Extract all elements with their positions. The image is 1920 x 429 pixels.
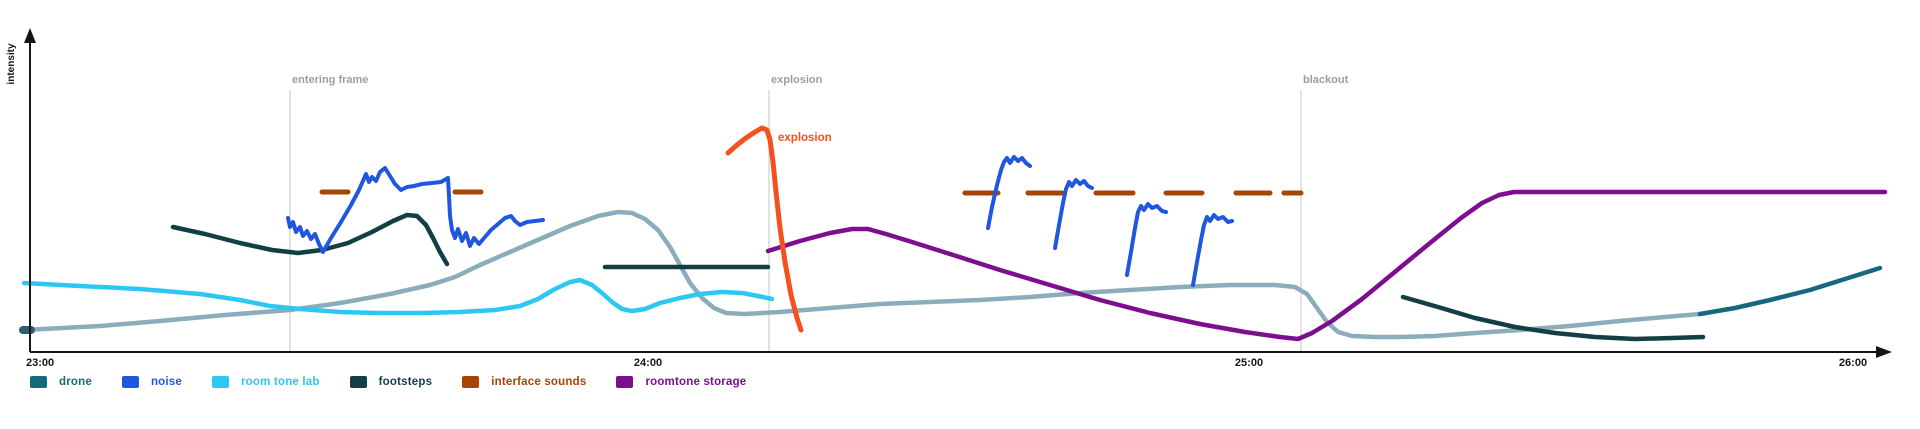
legend-label: footsteps <box>378 376 433 388</box>
legend-item-drone: drone <box>30 376 92 388</box>
legend-item-room-tone-lab: room tone lab <box>212 376 320 388</box>
series-noise-segment-0 <box>286 166 545 254</box>
legend-swatch <box>30 376 47 388</box>
legend-swatch <box>616 376 634 388</box>
marker-label-entering-frame: entering frame <box>292 74 368 86</box>
series-roomtone-storage-segment-0 <box>765 189 1888 342</box>
explosion-annotation: explosion <box>778 132 832 144</box>
legend-item-noise: noise <box>121 376 182 388</box>
x-tick-label-2500: 25:00 <box>1235 357 1263 369</box>
legend-label: roomtone storage <box>645 376 747 388</box>
marker-label-blackout: blackout <box>1303 74 1349 86</box>
x-tick-label-2600: 26:00 <box>1839 357 1867 369</box>
legend-label: noise <box>150 376 182 388</box>
legend-swatch <box>212 376 229 388</box>
legend-swatch <box>349 376 367 388</box>
x-tick-label-2300: 23:00 <box>26 357 54 369</box>
legend: drone noise room tone lab footsteps interfac… <box>30 376 746 388</box>
series-drone-segment-0 <box>22 209 1703 340</box>
marker-label-explosion: explosion <box>771 74 823 86</box>
y-axis-arrowhead <box>24 28 36 43</box>
series-drone-segment-1 <box>1697 265 1883 317</box>
legend-label: interface sounds <box>491 376 587 388</box>
series-noise-segment-3 <box>1125 202 1168 277</box>
series-room-tone-lab-segment-0 <box>21 277 775 316</box>
legend-item-footsteps: footsteps <box>349 376 433 388</box>
legend-label: drone <box>59 376 92 388</box>
series-footsteps-segment-2 <box>1400 294 1706 342</box>
series-noise-segment-2 <box>1053 178 1094 250</box>
legend-item-roomtone-storage: roomtone storage <box>616 376 746 388</box>
legend-label: room tone lab <box>241 376 320 388</box>
y-axis-label: intensity <box>6 43 17 85</box>
series-noise-segment-1 <box>986 155 1032 230</box>
legend-item-interface-sounds: interface sounds <box>462 376 586 388</box>
x-tick-label-2400: 24:00 <box>634 357 662 369</box>
series-noise-segment-4 <box>1191 213 1234 287</box>
legend-swatch <box>462 376 480 388</box>
x-axis-arrowhead <box>1876 346 1892 358</box>
series-footsteps-segment-0 <box>170 212 450 267</box>
series-explosion-segment-0 <box>725 125 804 333</box>
legend-swatch <box>121 376 139 388</box>
